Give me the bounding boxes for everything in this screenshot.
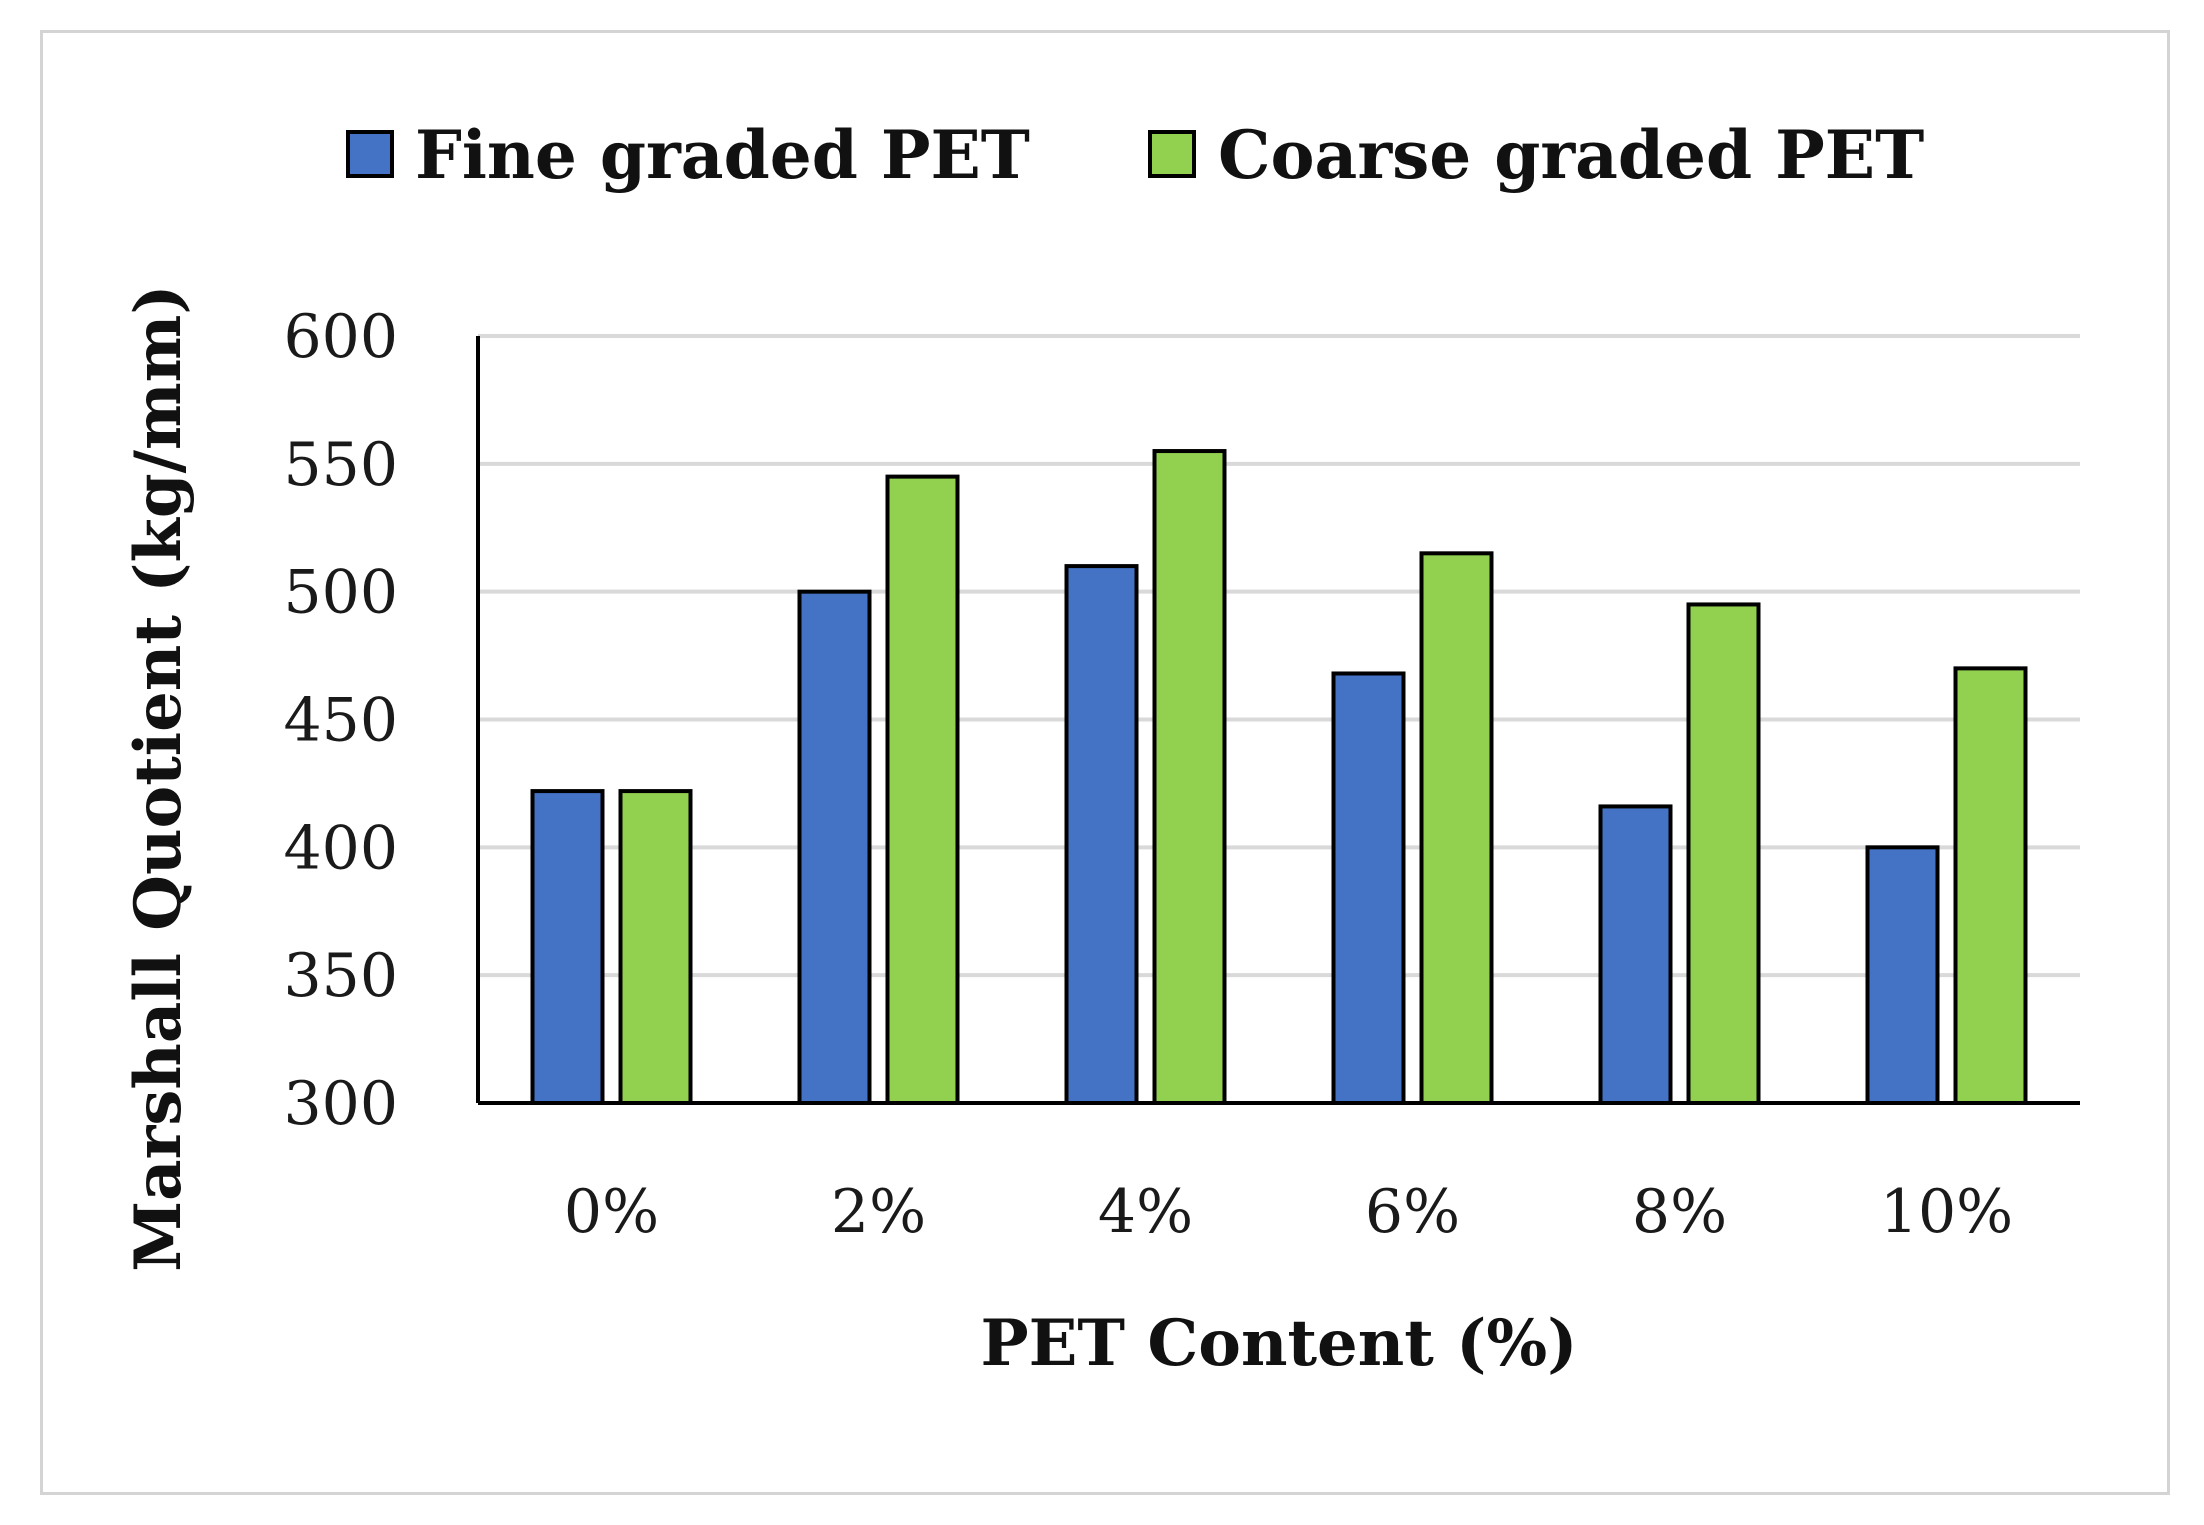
gridlines bbox=[478, 334, 2080, 978]
bars bbox=[530, 449, 2028, 1106]
bar-fine-graded-pet-0pct bbox=[530, 789, 605, 1105]
x-tick-label-6pct: 6% bbox=[1365, 1177, 1460, 1247]
bar-fine-graded-pet-4pct bbox=[1064, 564, 1139, 1105]
bar-fine-graded-pet-8pct bbox=[1598, 804, 1673, 1106]
bar-coarse-graded-pet-8pct bbox=[1686, 602, 1761, 1105]
x-tick-label-10pct: 10% bbox=[1880, 1177, 2013, 1247]
bar-coarse-graded-pet-6pct bbox=[1419, 551, 1494, 1105]
x-tick-label-4pct: 4% bbox=[1098, 1177, 1193, 1247]
y-tick-label-600: 600 bbox=[283, 302, 398, 372]
x-axis-tick-labels: 0% 2% 4% 6% 8% 10% bbox=[564, 1177, 2013, 1247]
bar-coarse-graded-pet-0pct bbox=[618, 789, 693, 1105]
y-tick-label-450: 450 bbox=[283, 686, 398, 756]
bar-coarse-graded-pet-2pct bbox=[885, 474, 960, 1106]
y-axis-tick-labels: 300 350 400 450 500 550 600 bbox=[283, 302, 398, 1139]
y-axis-title: Marshall Quotient (kg/mm) bbox=[121, 284, 196, 1271]
legend-swatch-fine-graded-pet bbox=[346, 130, 394, 178]
x-tick-label-0pct: 0% bbox=[564, 1177, 659, 1247]
x-axis-title: PET Content (%) bbox=[981, 1306, 1578, 1381]
bar-fine-graded-pet-10pct bbox=[1865, 845, 1940, 1105]
legend-swatch-coarse-graded-pet bbox=[1148, 130, 1196, 178]
x-tick-label-2pct: 2% bbox=[831, 1177, 926, 1247]
bar-fine-graded-pet-6pct bbox=[1331, 671, 1406, 1105]
y-tick-label-550: 550 bbox=[283, 430, 398, 500]
bar-coarse-graded-pet-10pct bbox=[1953, 666, 2028, 1105]
y-tick-label-300: 300 bbox=[283, 1069, 398, 1139]
legend-label-coarse-graded-pet: Coarse graded PET bbox=[1218, 116, 1924, 194]
bar-coarse-graded-pet-4pct bbox=[1152, 449, 1227, 1105]
y-tick-label-400: 400 bbox=[283, 813, 398, 883]
legend-label-fine-graded-pet: Fine graded PET bbox=[415, 116, 1030, 194]
legend: Fine graded PET Coarse graded PET bbox=[346, 116, 1924, 194]
x-tick-label-8pct: 8% bbox=[1632, 1177, 1727, 1247]
bar-fine-graded-pet-2pct bbox=[797, 589, 872, 1106]
y-tick-label-350: 350 bbox=[283, 941, 398, 1011]
y-tick-label-500: 500 bbox=[283, 558, 398, 628]
